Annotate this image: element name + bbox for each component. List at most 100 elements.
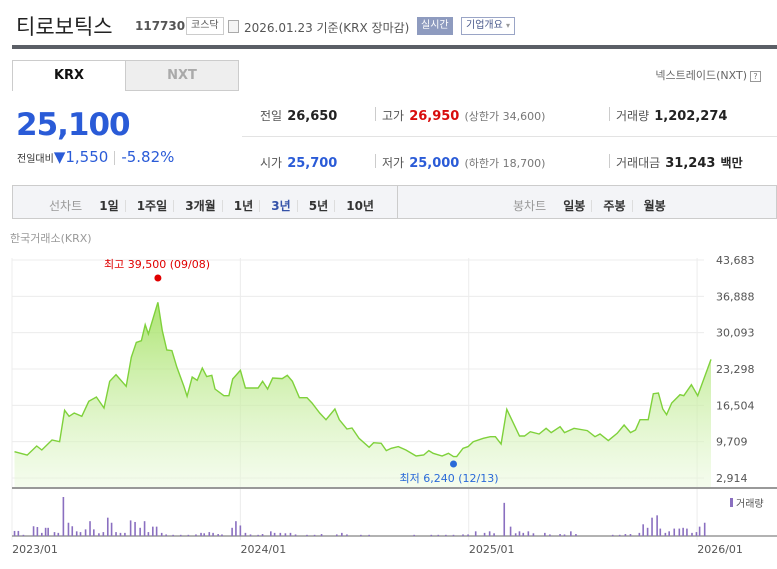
period-3y[interactable]: 3년	[271, 199, 291, 213]
volume-bar	[200, 532, 202, 536]
volume-bar	[522, 532, 525, 536]
volume-bar	[563, 534, 566, 536]
volume-bar	[413, 534, 415, 536]
volume-bar	[13, 530, 16, 536]
y-tick-label: 2,914	[716, 472, 748, 485]
volume-bar	[231, 527, 233, 536]
period-10y[interactable]: 10년	[346, 199, 374, 213]
volume-bar	[656, 515, 658, 536]
period-3m[interactable]: 3개월	[185, 199, 216, 213]
volume-bar	[467, 534, 469, 536]
volume-bar	[187, 534, 190, 536]
volume-bar	[306, 534, 308, 536]
nxt-label: 넥스트레이드(NXT)	[655, 69, 747, 82]
volume-bar	[53, 532, 56, 536]
volume-bar	[71, 526, 74, 536]
volume-bar	[235, 521, 237, 536]
divider	[375, 154, 376, 168]
volume-bar	[208, 532, 211, 536]
tab-nxt[interactable]: NXT	[125, 60, 239, 91]
company-info-label: 기업개요	[466, 20, 503, 31]
volume-bar	[155, 526, 158, 536]
volume-bar	[249, 534, 252, 536]
volume-bar	[474, 531, 477, 536]
price-line	[14, 302, 712, 458]
volume-bar	[346, 534, 348, 536]
volume-bar	[41, 532, 43, 536]
change-value: 1,550	[65, 148, 109, 166]
y-tick-label: 23,298	[716, 363, 755, 376]
lower-limit: (하한가 18,700)	[464, 157, 546, 170]
period-1d[interactable]: 1일	[99, 199, 119, 213]
volume-bar	[664, 532, 667, 536]
volume-bar	[503, 502, 506, 536]
volume-bar	[691, 532, 693, 536]
volume-bar	[673, 528, 676, 536]
max-point	[154, 274, 162, 282]
volume-bar	[668, 531, 670, 536]
divider	[114, 150, 116, 165]
base-date: 2026.01.23 기준(KRX 장마감)	[244, 21, 410, 35]
volume-bar	[624, 534, 627, 536]
source-label: 한국거래소(KRX)	[10, 232, 92, 245]
volume-bar	[570, 531, 572, 536]
down-arrow-icon: ▼	[53, 148, 66, 166]
volume-bar	[509, 526, 512, 536]
candle-monthly[interactable]: 월봉	[643, 199, 666, 213]
candle-daily[interactable]: 일봉	[563, 199, 586, 213]
volume-bar	[36, 527, 39, 536]
volume-bar	[89, 521, 91, 536]
prev-close: 26,650	[287, 109, 338, 124]
volume-bar	[212, 532, 214, 536]
volume-bar	[273, 532, 276, 536]
company-info-dropdown[interactable]: 기업개요 ▾	[461, 17, 516, 35]
period-1y[interactable]: 1년	[233, 199, 254, 213]
candle-weekly[interactable]: 주봉	[603, 199, 626, 213]
amount-label: 거래대금	[616, 156, 661, 170]
line-chart-label: 선차트	[49, 199, 83, 213]
volume-bar	[62, 497, 65, 536]
volume-bar	[341, 532, 343, 536]
x-tick-label: 2024/01	[241, 543, 287, 556]
volume-bar	[129, 520, 132, 536]
volume-label: 거래량	[616, 109, 650, 123]
change-label: 전일대비	[17, 154, 54, 165]
min-label: 최저 6,240 (12/13)	[399, 472, 498, 485]
open-label: 시가	[260, 156, 283, 170]
divider	[375, 107, 376, 121]
period-1w[interactable]: 1주일	[136, 199, 168, 213]
tab-krx[interactable]: KRX	[12, 60, 126, 91]
volume-bar	[514, 533, 517, 536]
chevron-down-icon: ▾	[506, 21, 511, 30]
volume-bar	[575, 534, 577, 536]
divider	[397, 186, 398, 218]
nxt-link[interactable]: 넥스트레이드(NXT)?	[655, 67, 761, 83]
volume-legend-swatch	[730, 498, 733, 507]
volume-value: 1,202,274	[654, 109, 728, 124]
low-price: 25,000	[409, 156, 460, 171]
volume-bar	[488, 531, 491, 536]
volume-bar	[493, 533, 495, 536]
volume-bar	[483, 532, 486, 536]
x-tick-label: 2025/01	[469, 543, 515, 556]
realtime-button[interactable]: 실시간	[417, 17, 453, 35]
volume-bar	[682, 527, 684, 536]
volume-bar	[527, 531, 530, 536]
volume-bar	[437, 534, 440, 536]
x-tick-label: 2026/01	[697, 543, 743, 556]
volume-bar	[217, 534, 219, 536]
help-icon[interactable]: ?	[750, 71, 761, 82]
volume-bar	[430, 534, 433, 536]
volume-bar	[17, 530, 20, 536]
volume-bar	[549, 534, 551, 536]
volume-bar	[611, 534, 614, 536]
period-5y[interactable]: 5년	[308, 199, 329, 213]
volume-bar	[239, 525, 242, 536]
row-divider	[242, 136, 777, 137]
volume-bar	[98, 533, 100, 536]
volume-bar	[57, 532, 60, 536]
line-chart-periods: 선차트 1일 1주일 3개월 1년 3년 5년 10년	[49, 195, 374, 214]
volume-bar	[110, 522, 113, 536]
volume-bar	[320, 534, 323, 536]
